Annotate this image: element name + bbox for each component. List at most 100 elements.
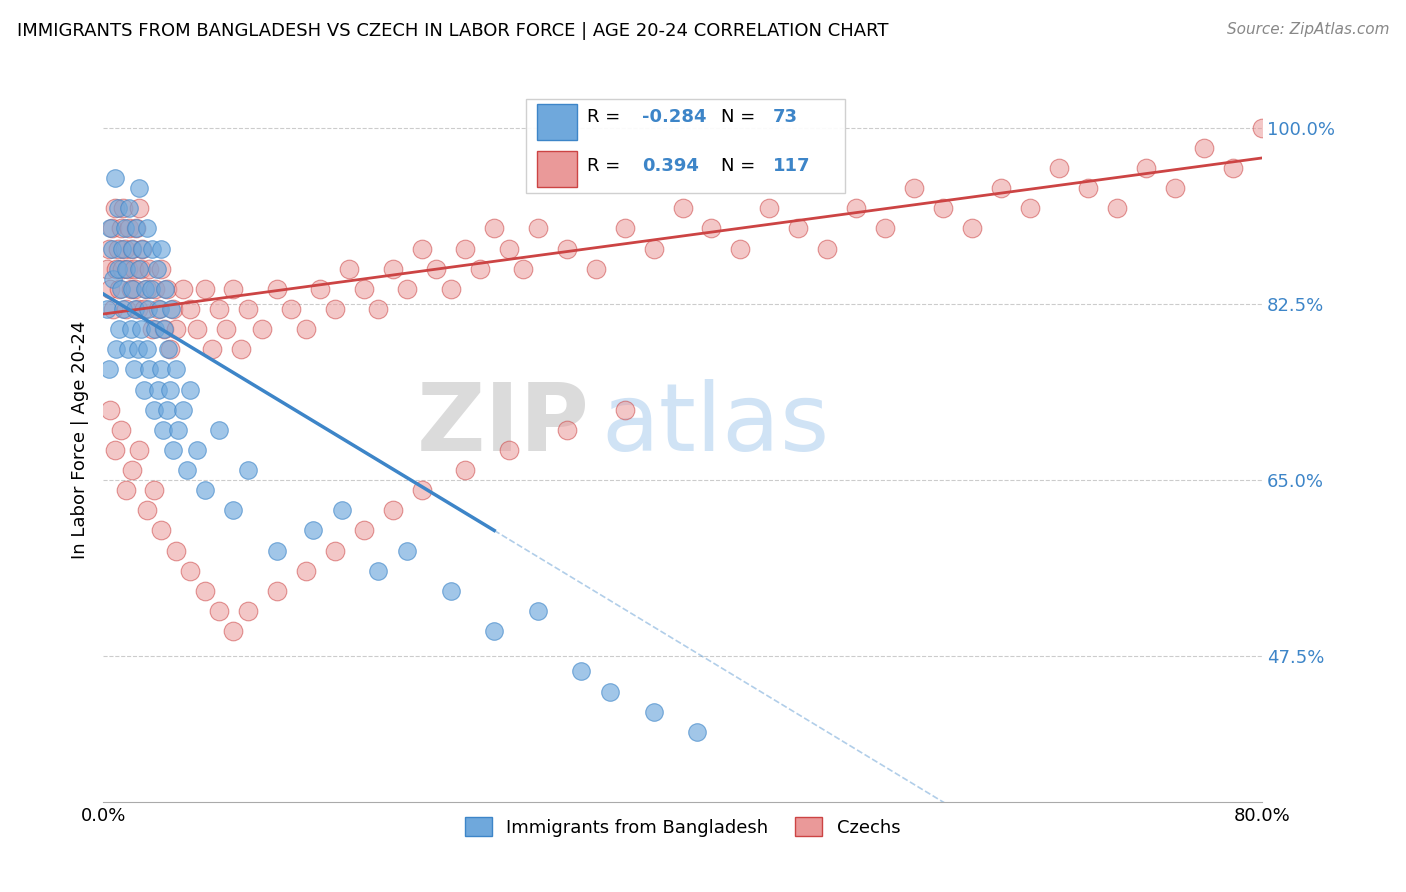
Point: [155, 282, 177, 296]
Text: R =: R =: [588, 157, 627, 175]
Point: [153, 322, 176, 336]
Point: [145, 261, 167, 276]
Text: N =: N =: [721, 157, 761, 175]
Point: [160, 301, 183, 316]
Point: [157, 343, 180, 357]
Text: 117: 117: [773, 157, 810, 175]
Point: [108, 282, 131, 296]
Point: [1047, 161, 1070, 175]
Point: [146, 383, 169, 397]
Point: [201, 343, 224, 357]
FancyBboxPatch shape: [537, 103, 576, 140]
Text: Source: ZipAtlas.com: Source: ZipAtlas.com: [1226, 22, 1389, 37]
Point: [266, 583, 288, 598]
Point: [110, 221, 132, 235]
Point: [222, 624, 245, 639]
Point: [425, 261, 447, 276]
Point: [454, 242, 477, 256]
Point: [179, 564, 201, 578]
Point: [686, 724, 709, 739]
Point: [125, 221, 148, 235]
Point: [758, 202, 780, 216]
Point: [97, 362, 120, 376]
Point: [643, 242, 665, 256]
Point: [323, 301, 346, 316]
Point: [353, 282, 375, 296]
Point: [129, 261, 152, 276]
Point: [104, 442, 127, 457]
Point: [108, 322, 131, 336]
Point: [115, 261, 138, 276]
Point: [440, 282, 463, 296]
Point: [107, 242, 129, 256]
Point: [1019, 202, 1042, 216]
Point: [101, 242, 124, 256]
Point: [115, 483, 138, 498]
Y-axis label: In Labor Force | Age 20-24: In Labor Force | Age 20-24: [72, 320, 89, 559]
Point: [454, 463, 477, 477]
Point: [104, 171, 127, 186]
Point: [337, 261, 360, 276]
Point: [1105, 202, 1128, 216]
Point: [143, 322, 166, 336]
Point: [167, 423, 190, 437]
Point: [128, 181, 150, 195]
Point: [381, 261, 404, 276]
Point: [128, 202, 150, 216]
Point: [118, 202, 141, 216]
Point: [787, 221, 810, 235]
Point: [105, 343, 128, 357]
Point: [381, 503, 404, 517]
Point: [875, 221, 897, 235]
Point: [599, 684, 621, 698]
Point: [323, 543, 346, 558]
Point: [643, 705, 665, 719]
Point: [165, 543, 187, 558]
Point: [526, 604, 548, 618]
Point: [396, 282, 419, 296]
Point: [208, 604, 231, 618]
Point: [136, 301, 159, 316]
Point: [128, 442, 150, 457]
Point: [1222, 161, 1244, 175]
Point: [730, 242, 752, 256]
Point: [193, 483, 215, 498]
Point: [122, 362, 145, 376]
Point: [112, 301, 135, 316]
Point: [302, 524, 325, 538]
Point: [105, 261, 128, 276]
Point: [367, 564, 389, 578]
Point: [125, 221, 148, 235]
Text: atlas: atlas: [602, 379, 830, 471]
Point: [104, 202, 127, 216]
Point: [309, 282, 332, 296]
Point: [114, 221, 136, 235]
Point: [280, 301, 302, 316]
Point: [121, 242, 143, 256]
Point: [484, 624, 506, 639]
Point: [110, 423, 132, 437]
Point: [266, 543, 288, 558]
Point: [117, 343, 139, 357]
Point: [142, 402, 165, 417]
Point: [266, 282, 288, 296]
Point: [110, 282, 132, 296]
Point: [117, 261, 139, 276]
Point: [555, 242, 578, 256]
Point: [96, 261, 118, 276]
Point: [159, 383, 181, 397]
Point: [100, 402, 122, 417]
Point: [236, 301, 259, 316]
Text: 73: 73: [773, 108, 797, 127]
Point: [121, 242, 143, 256]
Point: [111, 261, 134, 276]
Point: [131, 242, 153, 256]
Point: [135, 221, 157, 235]
Point: [128, 261, 150, 276]
Point: [156, 282, 179, 296]
Point: [215, 322, 238, 336]
Point: [353, 524, 375, 538]
Point: [107, 202, 129, 216]
Point: [208, 301, 231, 316]
Point: [229, 343, 252, 357]
